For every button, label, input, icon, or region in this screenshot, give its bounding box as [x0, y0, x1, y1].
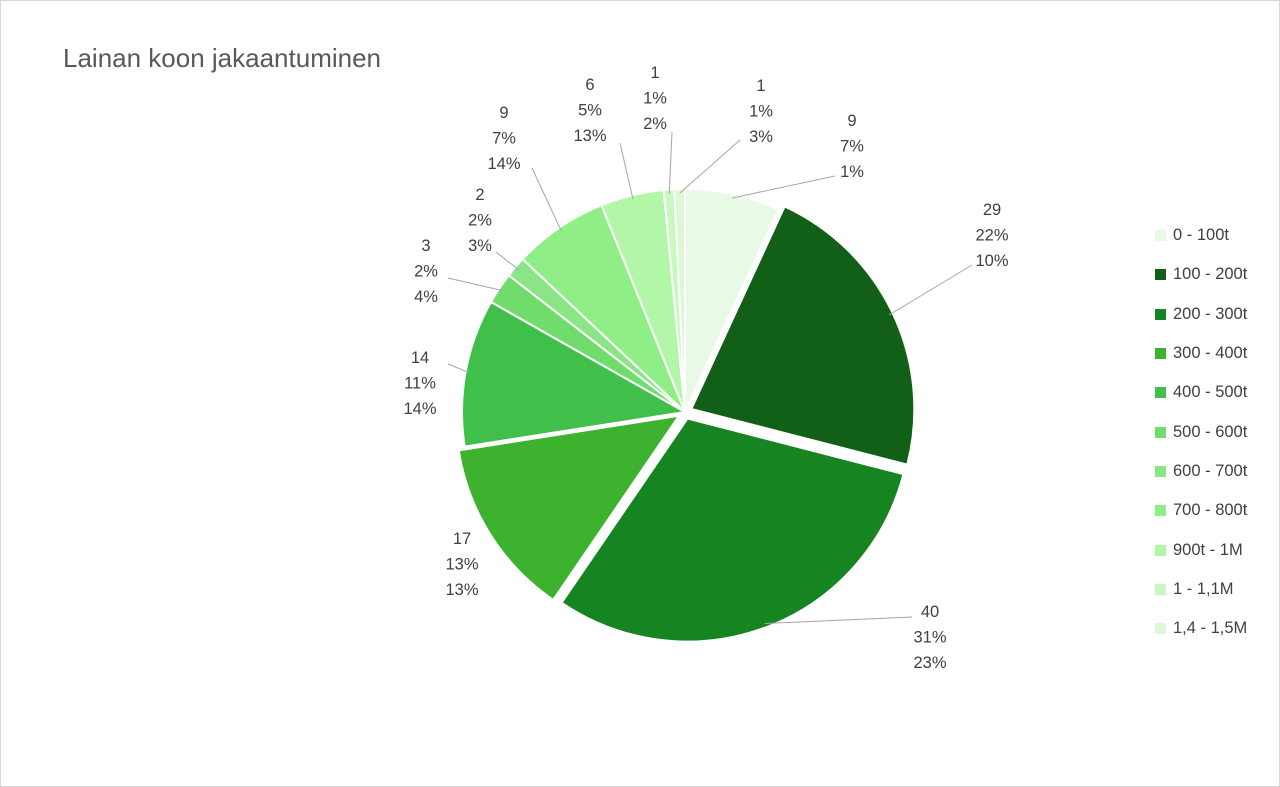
- data-label: 11%: [404, 375, 436, 393]
- legend-swatch: [1155, 544, 1166, 556]
- data-label: 3%: [749, 128, 773, 146]
- legend-label: 900t - 1M: [1173, 540, 1243, 559]
- data-label: 14%: [487, 155, 520, 173]
- data-label: 6: [585, 76, 594, 94]
- legend-swatch: [1155, 348, 1166, 360]
- data-label: 1%: [643, 90, 667, 108]
- data-label: 17: [453, 530, 471, 548]
- data-label: 23%: [913, 654, 946, 672]
- data-label: 40: [921, 603, 939, 621]
- data-label: 14%: [403, 400, 436, 418]
- leader-line: [731, 175, 836, 199]
- legend-swatch: [1155, 387, 1166, 399]
- legend-label: 300 - 400t: [1173, 344, 1248, 363]
- data-label: 13%: [445, 581, 478, 599]
- data-label: 3: [421, 237, 430, 255]
- data-label: 13%: [445, 556, 478, 574]
- data-label: 13%: [573, 127, 606, 145]
- legend-item: 200 - 300t: [1155, 295, 1247, 334]
- legend-item: 400 - 500t: [1155, 373, 1247, 412]
- legend-label: 500 - 600t: [1173, 422, 1248, 441]
- data-label: 1: [650, 64, 659, 82]
- data-label: 2%: [414, 263, 438, 281]
- data-label: 4%: [414, 288, 438, 306]
- legend-item: 1,4 - 1,5M: [1155, 609, 1247, 648]
- leader-line: [495, 251, 519, 271]
- data-label: 2%: [468, 212, 492, 230]
- legend-swatch: [1155, 308, 1166, 320]
- data-label: 31%: [913, 629, 946, 647]
- leader-line: [531, 167, 562, 232]
- legend-item: 700 - 800t: [1155, 491, 1247, 530]
- legend-label: 0 - 100t: [1173, 226, 1229, 245]
- data-label: 14: [411, 349, 429, 367]
- legend-item: 500 - 600t: [1155, 412, 1247, 451]
- legend-label: 100 - 200t: [1173, 265, 1248, 284]
- pie-slice: [461, 300, 688, 448]
- data-label: 1: [756, 77, 765, 95]
- data-label: 5%: [578, 102, 602, 120]
- data-label: 9: [847, 112, 856, 130]
- legend-swatch: [1155, 230, 1166, 242]
- legend-label: 700 - 800t: [1173, 501, 1248, 520]
- legend-swatch: [1155, 269, 1166, 281]
- legend-label: 600 - 700t: [1173, 461, 1248, 480]
- data-label: 3%: [468, 237, 492, 255]
- leader-line: [888, 264, 973, 316]
- data-label: 7%: [840, 138, 864, 156]
- leader-line: [619, 142, 634, 200]
- data-label: 22%: [975, 227, 1008, 245]
- chart-legend: 0 - 100t 100 - 200t 200 - 300t 300 - 400t 40…: [1155, 216, 1247, 648]
- legend-item: 600 - 700t: [1155, 452, 1247, 491]
- legend-swatch: [1155, 505, 1166, 517]
- data-label: 9: [499, 104, 508, 122]
- legend-label: 200 - 300t: [1173, 304, 1248, 323]
- legend-item: 0 - 100t: [1155, 216, 1247, 255]
- legend-item: 900t - 1M: [1155, 530, 1247, 569]
- leader-line: [679, 139, 741, 194]
- data-label: 1%: [840, 163, 864, 181]
- data-label: 10%: [975, 252, 1008, 270]
- pie-slice: [457, 414, 682, 602]
- legend-item: 100 - 200t: [1155, 255, 1247, 294]
- pie-slice: [560, 417, 905, 643]
- data-label: 2: [475, 186, 484, 204]
- legend-label: 400 - 500t: [1173, 383, 1248, 402]
- legend-swatch: [1155, 623, 1166, 635]
- legend-item: 1 - 1,1M: [1155, 570, 1247, 609]
- legend-swatch: [1155, 465, 1166, 477]
- legend-swatch: [1155, 583, 1166, 595]
- legend-swatch: [1155, 426, 1166, 438]
- legend-item: 300 - 400t: [1155, 334, 1247, 373]
- data-label: 7%: [492, 130, 516, 148]
- leader-line: [447, 277, 503, 292]
- leader-line: [764, 616, 913, 625]
- data-label: 2%: [643, 115, 667, 133]
- chart-title: Lainan koon jakaantuminen: [63, 43, 382, 73]
- leader-line: [447, 363, 470, 374]
- data-label: 29: [983, 201, 1001, 219]
- leader-line: [668, 131, 673, 194]
- data-label: 1%: [749, 103, 773, 121]
- legend-label: 1 - 1,1M: [1173, 579, 1234, 598]
- legend-label: 1,4 - 1,5M: [1173, 619, 1248, 638]
